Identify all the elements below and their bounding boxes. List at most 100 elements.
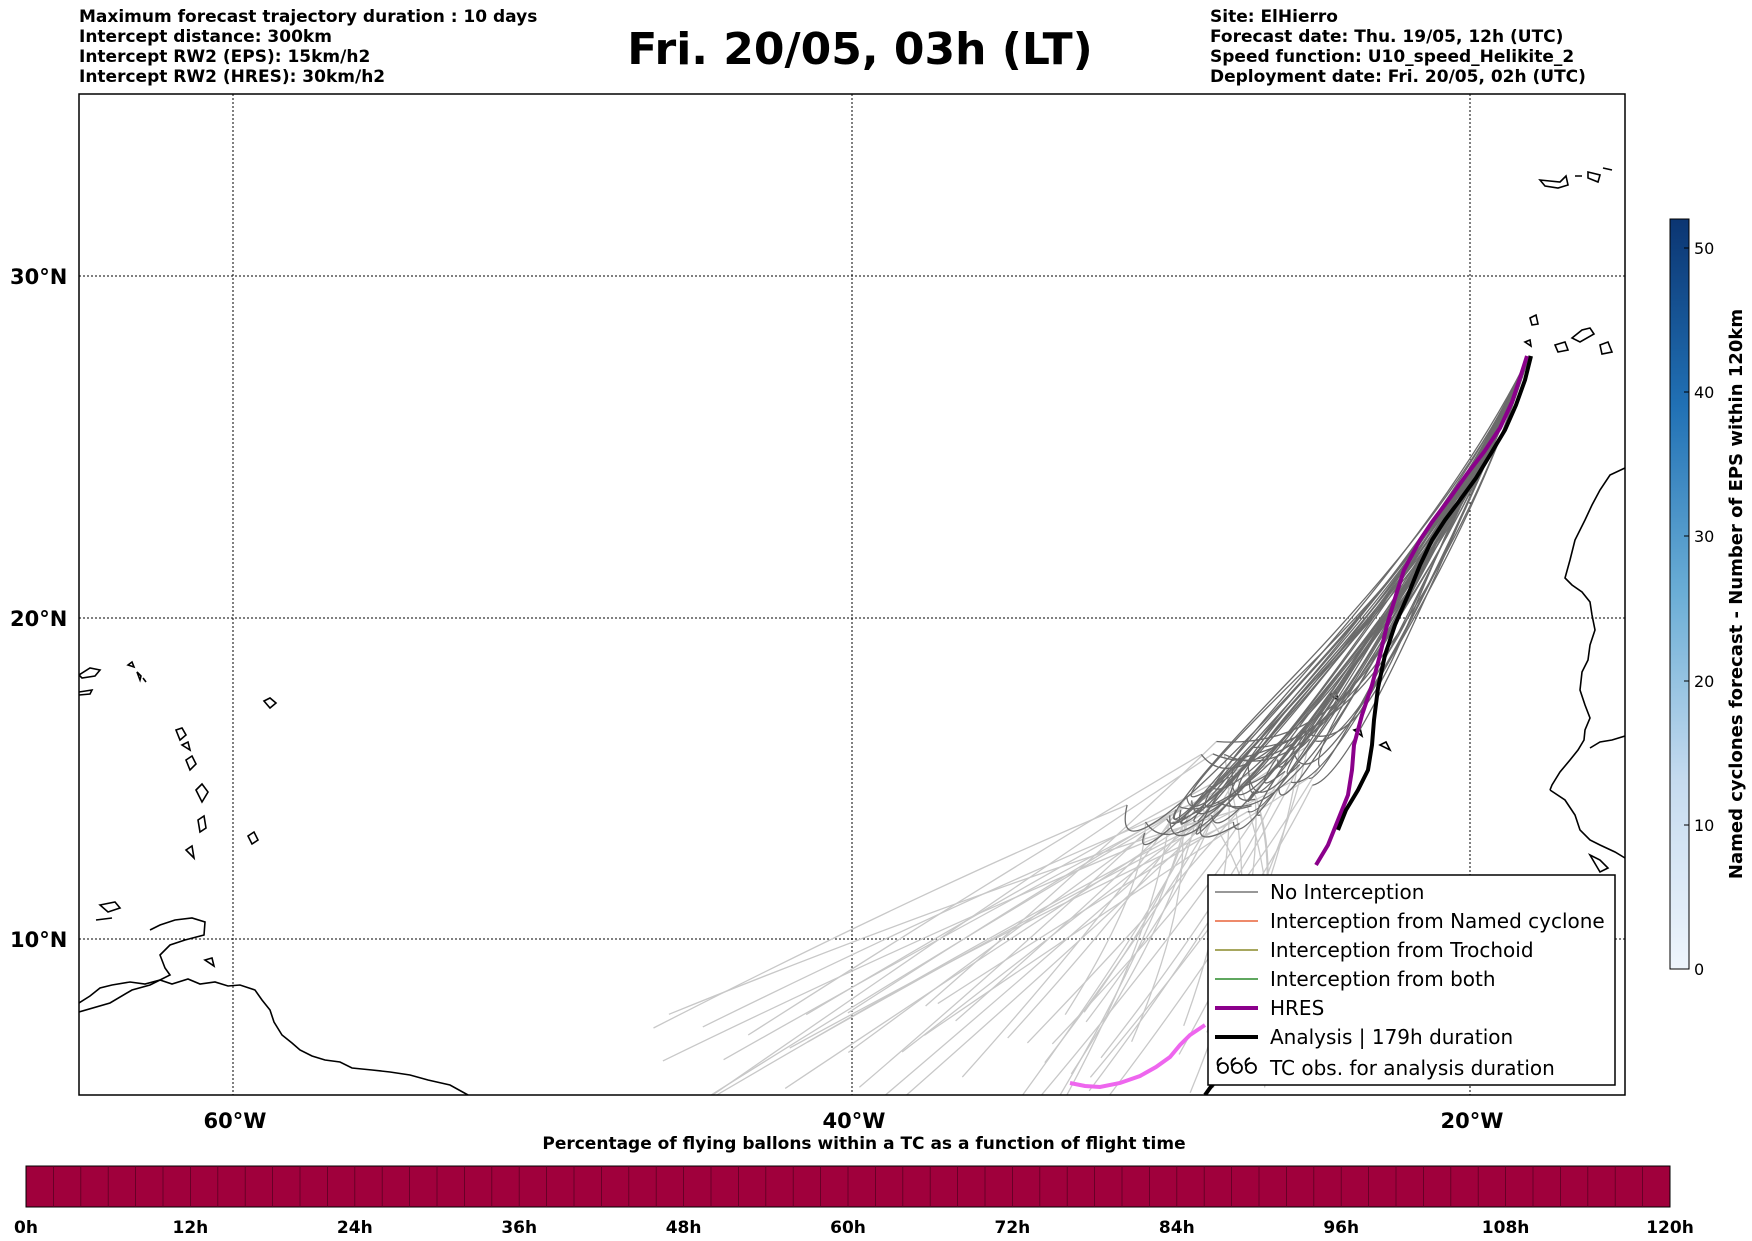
site-text: Site: ElHierro xyxy=(1210,7,1338,27)
colorbar-tick-50: 50 xyxy=(1694,239,1714,258)
island-tenerife xyxy=(1553,341,1570,353)
lon-label-60w: 60°W xyxy=(204,1109,267,1133)
eps-far-track xyxy=(961,796,1188,1078)
island-la-palma xyxy=(1529,313,1539,326)
eps-far-track xyxy=(1083,820,1189,1013)
max-duration-text: Maximum forecast trajectory duration : 1… xyxy=(79,7,538,27)
flight-time-tick-label: 48h xyxy=(666,1218,702,1238)
intercept-distance-text: Intercept distance: 300km xyxy=(79,27,332,47)
colorbar-ticks xyxy=(1684,247,1689,970)
analysis-trajectory xyxy=(1336,355,1533,831)
eps-far-track xyxy=(662,814,1213,1062)
eps-far-track xyxy=(1064,821,1147,1016)
eps-far-track xyxy=(1040,770,1286,1095)
intercept-eps-text: Intercept RW2 (EPS): 15km/h2 xyxy=(79,47,371,67)
legend-label-no-interception: No Interception xyxy=(1270,880,1424,904)
island-lesser-antilles xyxy=(174,727,209,861)
legend-label-tc-obs: TC obs. for analysis duration xyxy=(1269,1056,1555,1080)
legend: No Interception Interception from Named … xyxy=(1207,874,1616,1086)
caribbean-coast xyxy=(79,917,206,1004)
legend-label-analysis: Analysis | 179h duration xyxy=(1270,1025,1513,1049)
flight-time-tick-label: 84h xyxy=(1159,1218,1195,1238)
lat-label-10n: 10°N xyxy=(10,928,67,952)
eps-trajectories-far xyxy=(653,730,1321,1095)
legend-label-named-cyclone: Interception from Named cyclone xyxy=(1270,909,1605,933)
flight-time-tick-label: 24h xyxy=(337,1218,373,1238)
flight-time-tick-label: 60h xyxy=(830,1218,866,1238)
eps-far-track xyxy=(1131,806,1184,1043)
flight-time-bar-ticks: 0h 12h 24h 36h 48h 60h 72h 84h 96h 108h 120h xyxy=(14,1218,1694,1238)
flight-time-tick-label: 72h xyxy=(995,1218,1031,1238)
eps-near-track xyxy=(1144,355,1530,836)
island-azores xyxy=(1538,174,1569,189)
colorbar-gradient xyxy=(1669,218,1690,970)
forecast-date-text: Forecast date: Thu. 19/05, 12h (UTC) xyxy=(1210,27,1564,47)
run-settings: Maximum forecast trajectory duration : 1… xyxy=(79,7,537,87)
lat-label-30n: 30°N xyxy=(10,265,67,289)
colorbar: 0 10 20 30 40 50 Named cyclones forecast… xyxy=(1669,218,1747,979)
eps-far-track xyxy=(1044,747,1252,1064)
colorbar-tick-10: 10 xyxy=(1694,816,1714,835)
island-curacao xyxy=(95,901,122,921)
eps-far-track xyxy=(711,753,1214,1095)
island-trinidad xyxy=(203,957,216,968)
lon-label-20w: 20°W xyxy=(1441,1109,1504,1133)
flight-time-tick-label: 12h xyxy=(173,1218,209,1238)
island-tobago xyxy=(246,830,260,846)
flight-time-tick-label: 96h xyxy=(1323,1218,1359,1238)
eps-near-track xyxy=(1204,355,1530,808)
eps-far-track xyxy=(723,759,1279,1061)
eps-far-track xyxy=(905,791,1240,1095)
colorbar-tick-20: 20 xyxy=(1694,672,1714,691)
island-virgin xyxy=(126,660,147,683)
hres-trajectory xyxy=(1314,355,1529,867)
eps-far-track xyxy=(702,790,1225,1028)
speed-function-text: Speed function: U10_speed_Helikite_2 xyxy=(1210,47,1575,67)
eps-far-track xyxy=(923,777,1310,1036)
legend-label-hres: HRES xyxy=(1270,996,1324,1020)
flight-time-tick-label: 0h xyxy=(14,1218,38,1238)
island-gran-canaria xyxy=(1599,340,1614,355)
island-barbados xyxy=(262,697,278,710)
map-content xyxy=(79,94,1625,1095)
eps-far-track xyxy=(1007,785,1212,1039)
island-hispaniola xyxy=(79,667,102,679)
map-frame xyxy=(78,93,1626,1096)
eps-far-track xyxy=(884,776,1251,1095)
colorbar-tick-0: 0 xyxy=(1694,960,1704,979)
senegal-coast xyxy=(1589,735,1625,749)
eps-near-track xyxy=(1247,355,1530,813)
flight-time-tick-label: 108h xyxy=(1482,1218,1530,1238)
flight-time-tick-label: 36h xyxy=(501,1218,537,1238)
colorbar-tick-40: 40 xyxy=(1694,383,1714,402)
lon-label-40w: 40°W xyxy=(823,1109,886,1133)
eps-far-track xyxy=(1066,815,1171,1095)
flight-time-bar-segments xyxy=(53,1166,1643,1207)
legend-label-trochoid: Interception from Trochoid xyxy=(1270,938,1534,962)
colorbar-title: Named cyclones forecast - Number of EPS … xyxy=(1726,309,1747,879)
africa-coast xyxy=(1549,467,1625,791)
forecast-info: Site: ElHierro Forecast date: Thu. 19/05… xyxy=(1210,7,1586,87)
legend-box xyxy=(1207,874,1616,1086)
south-america-coast xyxy=(79,978,469,1095)
hres-trajectory-late xyxy=(1069,1023,1207,1090)
legend-label-both: Interception from both xyxy=(1270,967,1496,991)
eps-far-track xyxy=(858,832,1146,1088)
eps-far-track xyxy=(937,810,1249,1005)
island-pr xyxy=(79,688,94,696)
island-fuerteventura xyxy=(1570,327,1596,343)
colorbar-tick-30: 30 xyxy=(1694,527,1714,546)
flight-time-bar-title: Percentage of flying ballons within a TC… xyxy=(542,1134,1185,1154)
intercept-hres-text: Intercept RW2 (HRES): 30km/h2 xyxy=(79,67,386,87)
island-el-hierro xyxy=(1523,338,1533,348)
lat-label-20n: 20°N xyxy=(10,607,67,631)
cyclone-symbol-icon xyxy=(1216,1057,1257,1074)
eps-near-track xyxy=(1179,355,1530,810)
deployment-date-text: Deployment date: Fri. 20/05, 02h (UTC) xyxy=(1210,67,1586,87)
flight-time-bar: Percentage of flying ballons within a TC… xyxy=(14,1134,1694,1238)
page-title: Fri. 20/05, 03h (LT) xyxy=(627,24,1093,75)
flight-time-tick-label: 120h xyxy=(1646,1218,1694,1238)
eps-far-track xyxy=(747,753,1202,1036)
west-africa-coast xyxy=(1549,789,1625,859)
